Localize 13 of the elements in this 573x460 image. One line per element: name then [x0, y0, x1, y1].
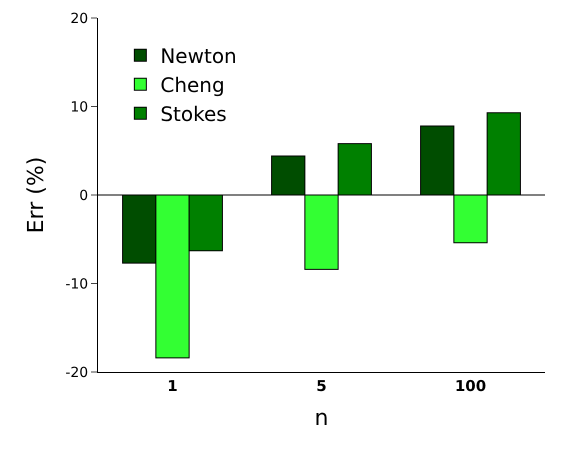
- legend-label: Stokes: [160, 102, 227, 126]
- y-axis-title: Err (%): [24, 156, 50, 234]
- x-axis-title: n: [314, 406, 328, 431]
- y-tick-label: 0: [79, 188, 88, 204]
- x-tick-label: 1: [167, 377, 178, 395]
- y-tick-label: -20: [65, 364, 88, 381]
- y-tick-label: 10: [70, 99, 88, 116]
- y-tick-label: 20: [70, 10, 88, 27]
- x-tick-label: 5: [316, 377, 327, 395]
- y-tick-label: -10: [65, 276, 88, 292]
- legend-label: Newton: [160, 44, 237, 68]
- legend-label: Cheng: [160, 73, 225, 97]
- x-tick-label: 100: [454, 377, 486, 395]
